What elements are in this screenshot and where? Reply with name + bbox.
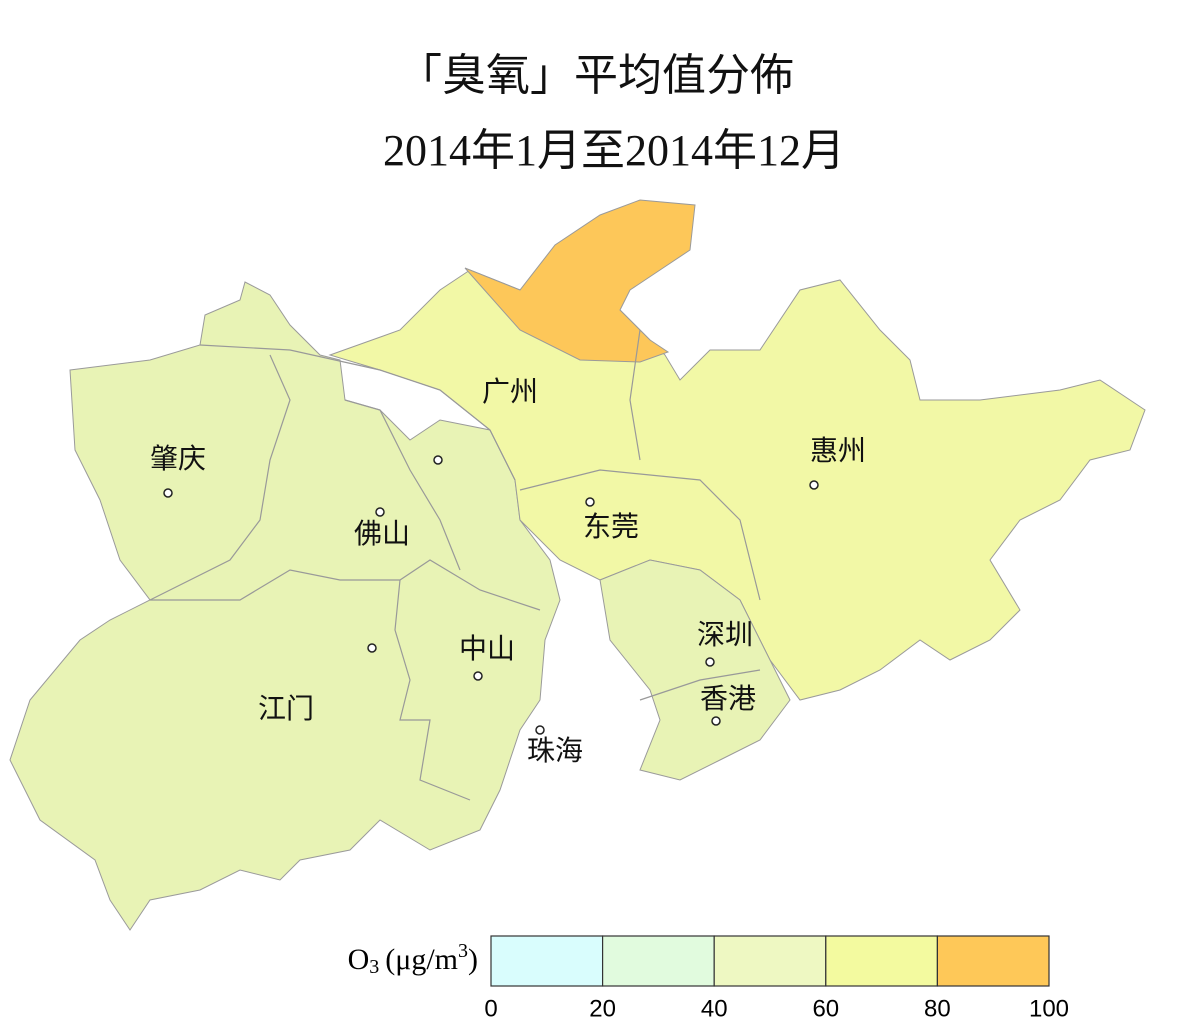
legend-swatch xyxy=(713,935,827,987)
region-orange xyxy=(464,199,696,363)
legend-title-sub: 3 xyxy=(369,956,379,978)
city-label: 东莞 xyxy=(583,510,639,543)
legend-title-base: O xyxy=(348,943,370,976)
border xyxy=(519,469,761,601)
legend-tick-label: 100 xyxy=(1029,995,1069,1022)
border xyxy=(629,329,641,461)
city-dot xyxy=(375,507,385,517)
city-label: 江门 xyxy=(258,692,314,725)
border xyxy=(199,344,516,481)
legend-tick-label: 0 xyxy=(484,995,497,1022)
city-dot xyxy=(705,657,715,667)
city-label: 珠海 xyxy=(527,734,583,767)
legend-title-unit: (μg/m xyxy=(385,943,458,976)
city-dot xyxy=(163,488,173,498)
city-label: 肇庆 xyxy=(150,442,206,475)
regions xyxy=(9,199,1146,931)
city-label: 中山 xyxy=(459,632,515,665)
legend-tick-label: 20 xyxy=(589,995,616,1022)
city-label: 广州 xyxy=(482,375,538,408)
legend-swatch xyxy=(936,935,1050,987)
legend-title: O3 (μg/m3) xyxy=(348,940,478,978)
title: 「臭氧」平均值分佈 xyxy=(398,51,794,100)
border xyxy=(394,579,471,801)
legend-title-sup: 3 xyxy=(458,940,468,962)
legend-tick-label: 80 xyxy=(924,995,951,1022)
legend: O3 (μg/m3) 0 20 40 60 80 100 xyxy=(348,935,1069,1022)
legend-title-close: ) xyxy=(468,943,478,976)
city-dot xyxy=(433,455,443,465)
region-shenzhen xyxy=(599,559,791,781)
city-dot xyxy=(473,671,483,681)
city-dot xyxy=(585,497,595,507)
city-dot xyxy=(809,480,819,490)
city-dot xyxy=(711,716,721,726)
city-label: 惠州 xyxy=(810,434,866,467)
city-markers xyxy=(163,455,819,735)
legend-swatch xyxy=(601,935,715,987)
city-dot xyxy=(535,725,545,735)
city-label: 深圳 xyxy=(697,618,753,651)
city-labels: 肇庆 广州 惠州 佛山 东莞 中山 深圳 香港 江门 珠海 xyxy=(150,375,866,767)
border xyxy=(150,559,541,611)
city-label: 香港 xyxy=(700,682,756,715)
legend-swatch xyxy=(825,935,938,987)
legend-swatch xyxy=(490,935,604,987)
subtitle: 2014年1月至2014年12月 xyxy=(383,126,845,175)
border xyxy=(639,669,761,701)
legend-tick-label: 40 xyxy=(701,995,728,1022)
city-label: 佛山 xyxy=(354,517,410,550)
legend-tick-label: 60 xyxy=(812,995,839,1022)
border xyxy=(149,354,291,601)
border xyxy=(344,399,461,571)
city-dot xyxy=(367,643,377,653)
